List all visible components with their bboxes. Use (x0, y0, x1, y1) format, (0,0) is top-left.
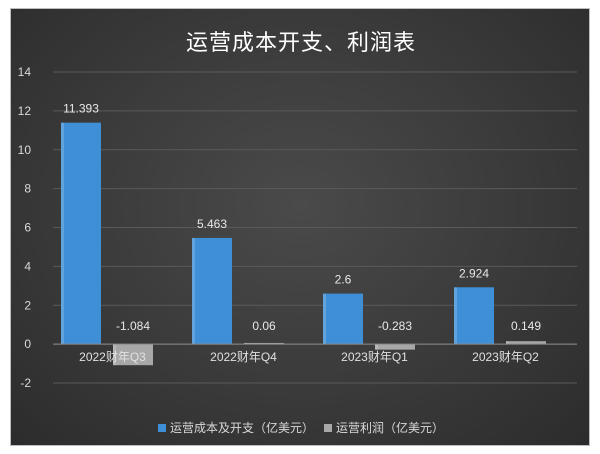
bar-fill (61, 122, 101, 345)
bar-fill (506, 341, 546, 345)
y-tick-label: 6 (24, 221, 31, 235)
y-tick-label: 14 (18, 65, 32, 79)
legend-item-cost: 运营成本及开支（亿美元） (157, 419, 314, 436)
bar-highlight (454, 287, 457, 345)
bar-highlight (375, 344, 378, 350)
data-label: -1.084 (116, 319, 150, 333)
bar-fill (454, 287, 494, 345)
bar-profit (375, 344, 415, 350)
bar-cost (454, 287, 494, 345)
x-axis-category-labels: 2022财年Q3 2022财年Q4 2023财年Q1 2023财年Q2 (79, 350, 539, 364)
y-tick-label: 0 (24, 337, 31, 351)
bar-profit (113, 344, 153, 366)
bar-profit (506, 341, 546, 345)
bar-fill (244, 342, 284, 345)
bar-fill (375, 344, 415, 350)
bar-fill (323, 293, 363, 345)
gridlines (53, 71, 577, 384)
bar-cost (323, 293, 363, 345)
legend-swatch-profit (324, 423, 332, 432)
data-labels: 11.393 -1.084 5.463 0.06 2.6 -0.283 2.924 0.149 (63, 102, 541, 333)
legend-label-cost: 运营成本及开支（亿美元） (169, 421, 314, 435)
bar-highlight (244, 342, 247, 345)
data-label: 11.393 (63, 102, 99, 116)
legend-item-profit: 运营利润（亿美元） (324, 419, 444, 436)
bar-fill (192, 237, 232, 345)
y-axis-tick-labels: -2 0 2 4 6 8 10 12 14 (18, 65, 32, 390)
y-tick-label: 10 (18, 143, 32, 157)
bar-cost (61, 122, 101, 345)
bar-profit (244, 342, 284, 345)
data-label: 2.6 (335, 273, 352, 287)
bar-highlight (113, 344, 116, 366)
x-category-label: 2023财年Q2 (472, 350, 539, 364)
y-tick-label: 4 (24, 259, 31, 273)
legend-swatch-cost (157, 423, 166, 432)
data-label: 5.463 (197, 217, 227, 231)
chart-title: 运营成本开支、利润表 (185, 31, 416, 56)
data-label: 2.924 (459, 266, 489, 280)
bar-highlight (506, 341, 509, 345)
x-category-label: 2022财年Q4 (210, 350, 277, 364)
legend-label-profit: 运营利润（亿美元） (336, 421, 445, 435)
x-category-label: 2022财年Q3 (79, 350, 146, 364)
y-tick-label: 8 (24, 182, 31, 196)
data-label: 0.06 (252, 319, 276, 333)
data-label: -0.283 (378, 319, 412, 333)
bar-highlight (192, 237, 195, 345)
bars (61, 122, 546, 366)
legend: 运营成本及开支（亿美元） 运营利润（亿美元） (11, 419, 591, 436)
y-tick-label: 12 (18, 104, 32, 118)
bar-highlight (61, 122, 64, 345)
bar-fill (113, 344, 153, 366)
data-label: 0.149 (511, 319, 541, 333)
x-category-label: 2023财年Q1 (341, 350, 408, 364)
chart-frame: 运营成本开支、利润表 -2 0 2 4 6 8 10 12 14 2022财年Q3 2022财年Q… (10, 8, 590, 446)
bar-cost (192, 237, 232, 345)
y-tick-label: -2 (20, 376, 31, 390)
bar-highlight (323, 293, 326, 345)
y-tick-label: 2 (24, 298, 31, 312)
